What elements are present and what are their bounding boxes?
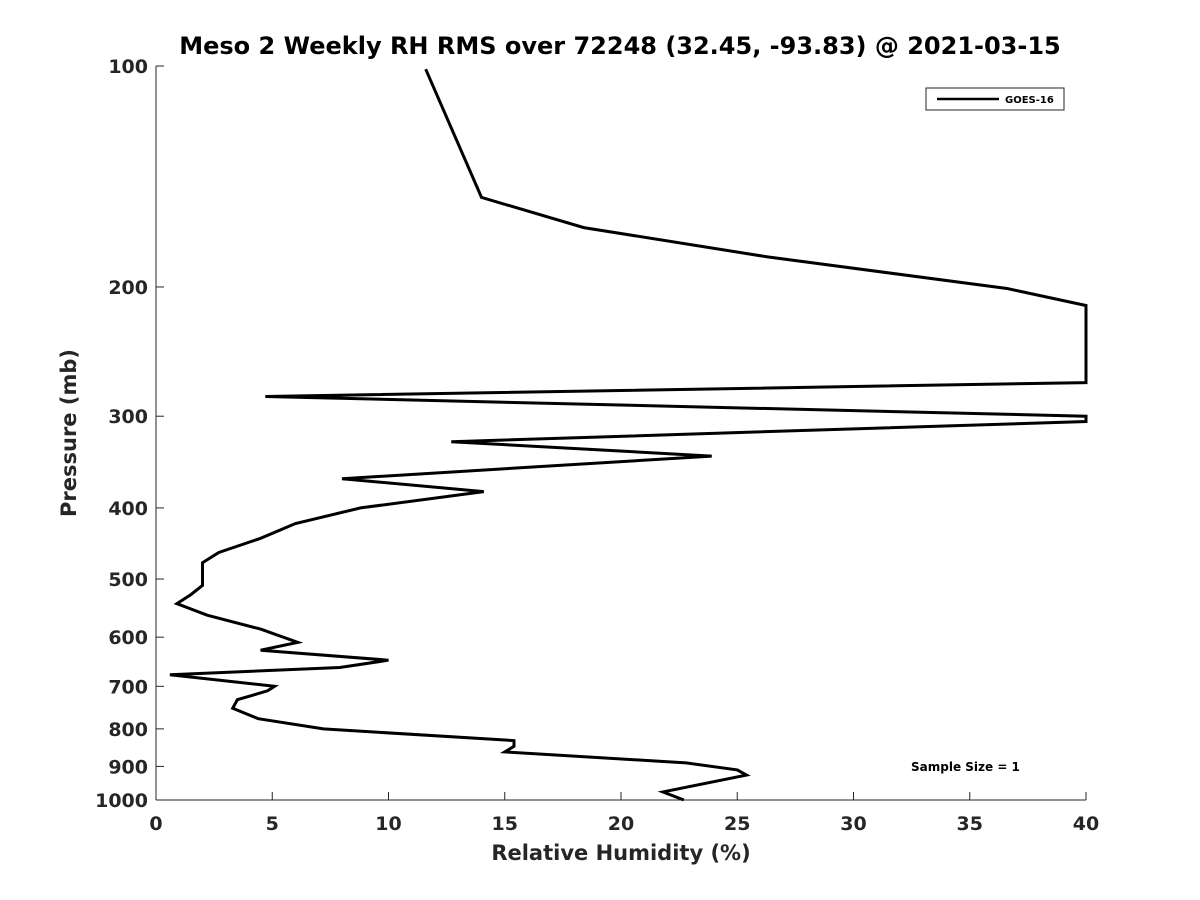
legend: GOES-16 <box>925 87 1065 111</box>
legend-label-goes-16: GOES-16 <box>1005 95 1054 106</box>
y-axis-label: Pressure (mb) <box>57 349 81 517</box>
x-tick-label: 10 <box>375 813 401 835</box>
x-tick-label: 0 <box>149 813 162 835</box>
x-tick-label: 35 <box>957 813 983 835</box>
y-tick-label: 600 <box>108 627 148 649</box>
x-tick-label: 30 <box>840 813 866 835</box>
x-tick-label: 5 <box>266 813 279 835</box>
y-tick-label: 800 <box>108 719 148 741</box>
y-tick-label: 200 <box>108 277 148 299</box>
chart-title: Meso 2 Weekly RH RMS over 72248 (32.45, … <box>179 32 1061 60</box>
y-tick-label: 400 <box>108 498 148 520</box>
y-ticks: 100 200 300 400 500 600 700 800 900 1000 <box>95 56 164 812</box>
x-tick-label: 25 <box>724 813 750 835</box>
y-tick-label: 1000 <box>95 790 148 812</box>
plot-area <box>169 68 1088 802</box>
sample-size-annotation: Sample Size = 1 <box>911 760 1020 774</box>
x-tick-label: 15 <box>492 813 518 835</box>
x-tick-label: 20 <box>608 813 634 835</box>
y-tick-label: 500 <box>108 569 148 591</box>
y-tick-label: 700 <box>108 676 148 698</box>
y-tick-label: 100 <box>108 56 148 78</box>
axes <box>155 66 1086 801</box>
y-tick-label: 900 <box>108 756 148 778</box>
x-tick-label: 40 <box>1073 813 1099 835</box>
x-ticks: 0 5 10 15 20 25 30 35 40 <box>149 792 1099 835</box>
x-axis-label: Relative Humidity (%) <box>491 841 750 865</box>
y-tick-label: 300 <box>108 406 148 428</box>
series-line-goes-16 <box>169 68 1088 802</box>
